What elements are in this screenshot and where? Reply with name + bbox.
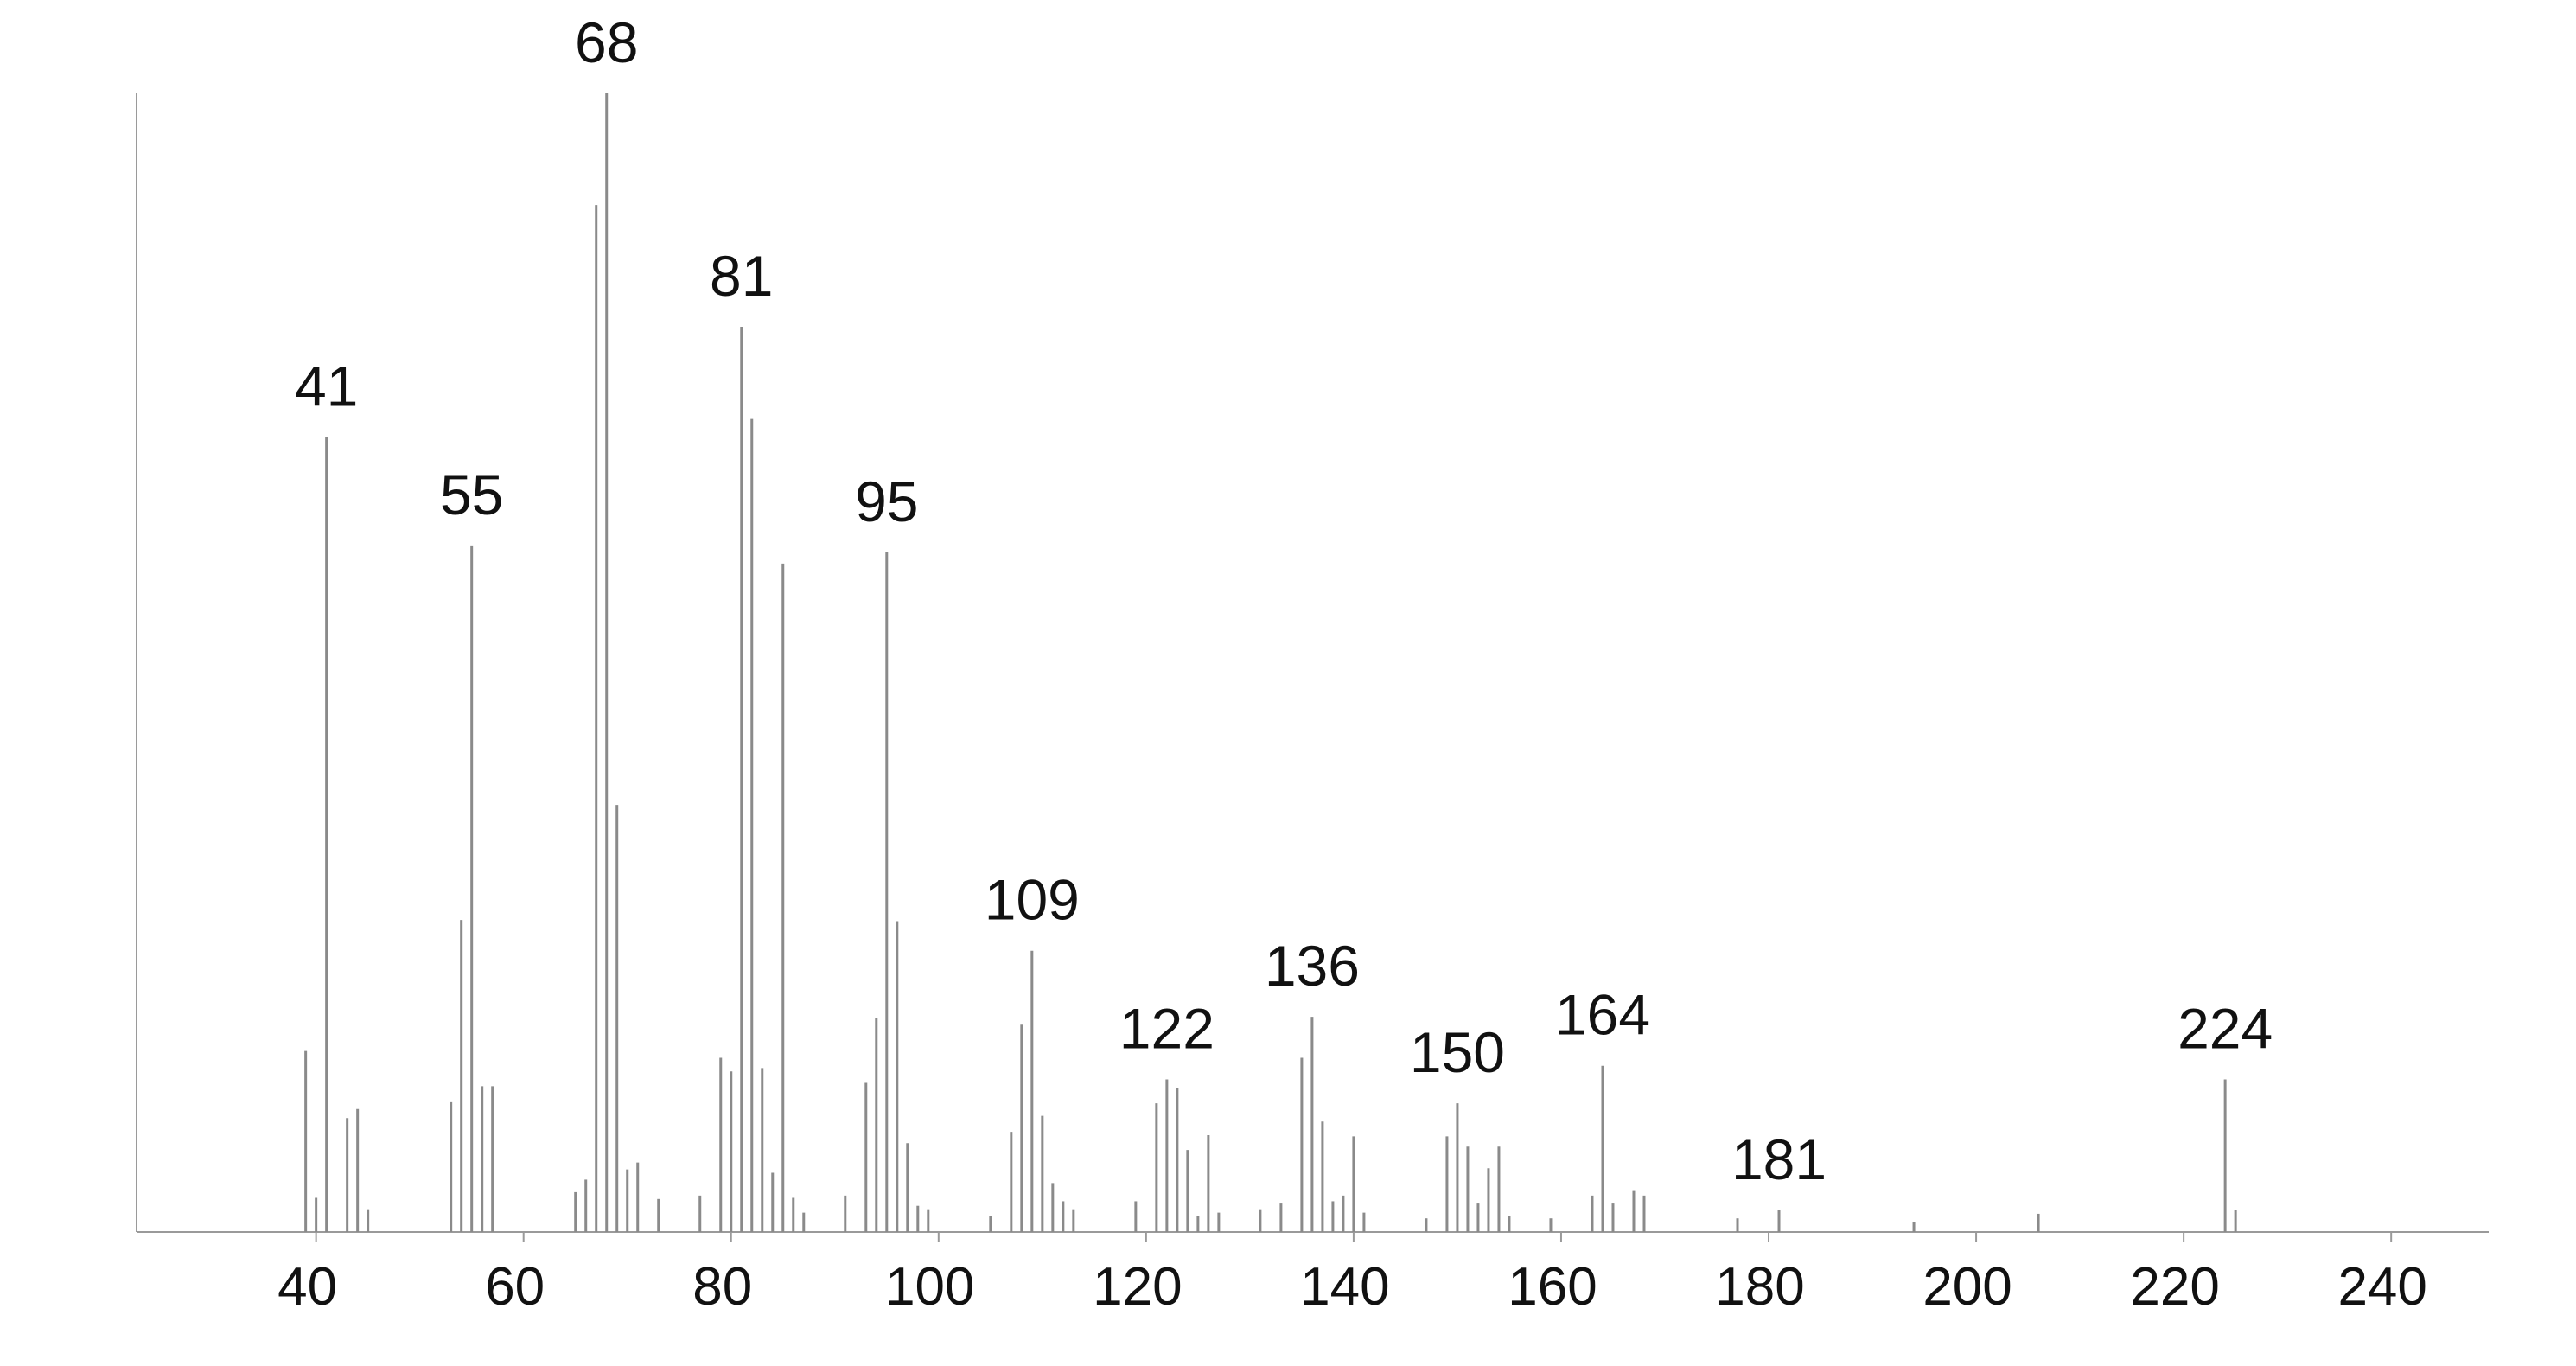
peak-label: 41 xyxy=(295,354,358,418)
x-tick-label: 180 xyxy=(1715,1257,1804,1317)
x-tick-label: 100 xyxy=(885,1257,974,1317)
peak-label: 136 xyxy=(1265,934,1360,998)
x-tick-label: 120 xyxy=(1093,1257,1182,1317)
x-tick-label: 140 xyxy=(1300,1257,1389,1317)
x-tick-label: 40 xyxy=(277,1257,337,1317)
peak-label: 122 xyxy=(1119,997,1215,1061)
x-tick-label: 240 xyxy=(2337,1257,2426,1317)
peak-label: 81 xyxy=(710,244,773,308)
peak-label: 224 xyxy=(2177,997,2273,1061)
peak-label: 109 xyxy=(985,868,1080,932)
x-tick-label: 160 xyxy=(1508,1257,1597,1317)
x-tick-label: 200 xyxy=(1922,1257,2012,1317)
x-tick-label: 60 xyxy=(485,1257,545,1317)
peak-label: 164 xyxy=(1555,983,1650,1047)
peak-label: 95 xyxy=(855,469,918,533)
x-tick-label: 220 xyxy=(2130,1257,2219,1317)
peak-label: 181 xyxy=(1731,1127,1827,1191)
peak-label: 68 xyxy=(575,10,638,74)
peak-label: 55 xyxy=(440,463,503,527)
x-tick-label: 80 xyxy=(692,1257,752,1317)
peak-label: 150 xyxy=(1410,1020,1505,1084)
